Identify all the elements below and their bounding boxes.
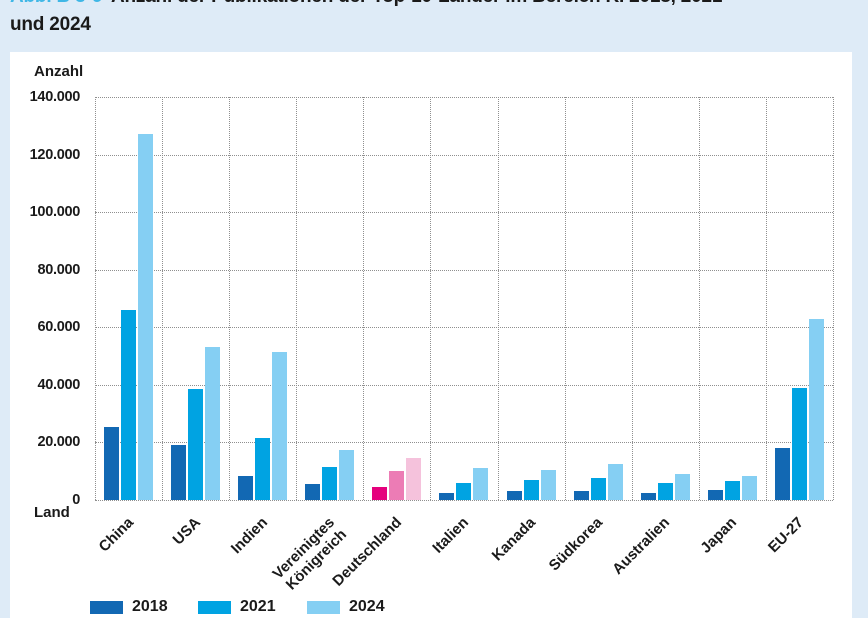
bar-group-china <box>95 97 162 500</box>
bar-vereinigtes-konigreich-2018 <box>305 484 321 500</box>
bar-sudkorea-2024 <box>607 464 623 500</box>
gridline-h <box>95 269 833 271</box>
gridline-v <box>765 97 767 500</box>
bar-italien-2021 <box>456 482 472 500</box>
bar-australien-2021 <box>657 482 673 500</box>
bar-group-vereinigtes-konigreich <box>296 97 363 500</box>
gridline-v <box>229 97 231 500</box>
bar-deutschland-2018 <box>372 487 388 500</box>
bar-australien-2018 <box>640 492 656 500</box>
gridline-h <box>95 154 833 156</box>
y-tick: 120.000 <box>29 146 81 163</box>
gridline-h <box>95 327 833 329</box>
chart-panel: Anzahl Land 0 20.000 40.000 60.000 80.000 100… <box>10 52 852 618</box>
bar-kanada-2024 <box>540 469 556 500</box>
bar-china-2021 <box>121 310 137 500</box>
legend-label-2021: 2021 <box>240 598 276 615</box>
bar-group-indien <box>229 97 296 500</box>
y-tick: 60.000 <box>37 319 80 336</box>
legend-label-2018: 2018 <box>132 598 168 615</box>
bar-indien-2024 <box>272 351 288 500</box>
bar-eu-27-2018 <box>774 448 790 500</box>
figure-title-line2: und 2024 <box>10 14 91 35</box>
gridline-v <box>95 97 96 500</box>
bar-japan-2021 <box>724 481 740 500</box>
bar-group-australien <box>632 97 699 500</box>
bar-eu-27-2021 <box>791 387 807 500</box>
bar-sudkorea-2021 <box>590 478 606 500</box>
gridlines-layer <box>10 52 852 618</box>
category-labels: China USA Indien Vereinigtes Königreich Deuts… <box>10 52 852 618</box>
bar-indien-2021 <box>255 438 271 500</box>
y-tick: 0 <box>72 492 80 508</box>
gridline-h <box>95 500 833 501</box>
bar-usa-2024 <box>205 347 221 500</box>
bar-deutschland-2024 <box>406 458 422 500</box>
bar-usa-2021 <box>188 389 204 500</box>
x-axis-title: Land <box>34 504 70 521</box>
bar-kanada-2021 <box>523 479 539 500</box>
y-tick: 140.000 <box>29 89 81 105</box>
legend-item-2021: 2021 <box>198 598 276 616</box>
legend-label-2024: 2024 <box>349 598 385 615</box>
bar-sudkorea-2018 <box>573 491 589 500</box>
gridline-h <box>95 97 833 98</box>
gridline-v <box>296 97 298 500</box>
bar-japan-2018 <box>707 489 723 500</box>
gridline-h <box>95 442 833 444</box>
bar-usa-2018 <box>171 445 187 500</box>
gridline-v <box>363 97 365 500</box>
bar-japan-2024 <box>741 475 757 500</box>
bar-vereinigtes-konigreich-2021 <box>322 466 338 500</box>
bar-group-italien <box>430 97 497 500</box>
legend-swatch-2021 <box>198 600 231 614</box>
bar-group-usa <box>162 97 229 500</box>
gridline-h <box>95 212 833 214</box>
bar-deutschland-2021 <box>389 471 405 500</box>
y-tick: 40.000 <box>37 376 80 393</box>
bar-italien-2018 <box>439 492 455 500</box>
bar-group-deutschland <box>363 97 430 500</box>
legend-item-2018: 2018 <box>90 598 168 616</box>
legend-swatch-2024 <box>307 600 340 614</box>
legend-swatch-2018 <box>90 600 123 614</box>
gridline-v <box>162 97 164 500</box>
figure-title-text: Anzahl der Publikationen der Top-10-Länd… <box>111 0 723 7</box>
bar-china-2018 <box>104 426 120 500</box>
gridline-v <box>698 97 700 500</box>
bar-australien-2024 <box>674 474 690 500</box>
figure-title-line1: Abb. B 3-6 Anzahl der Publikationen der T… <box>10 0 722 11</box>
bar-kanada-2018 <box>506 491 522 500</box>
gridline-v <box>564 97 566 500</box>
bar-vereinigtes-konigreich-2024 <box>339 449 355 500</box>
bar-group-kanada <box>498 97 565 500</box>
bar-china-2024 <box>138 134 154 500</box>
bar-group-eu-27 <box>766 97 833 500</box>
gridline-v <box>833 97 834 500</box>
gridline-v <box>631 97 633 500</box>
figure-number: Abb. B 3-6 <box>10 0 102 7</box>
gridline-v <box>497 97 499 500</box>
y-axis-ticks: 0 20.000 40.000 60.000 80.000 100.000 120.000 1… <box>10 52 852 618</box>
bar-group-japan <box>699 97 766 500</box>
bars-layer <box>10 52 852 618</box>
figure-title: Abb. B 3-6 Anzahl der Publikationen der T… <box>10 0 722 39</box>
bar-italien-2024 <box>473 468 489 500</box>
gridline-h <box>95 384 833 386</box>
gridline-v <box>430 97 432 500</box>
y-axis-title: Anzahl <box>34 63 84 80</box>
legend-item-2024: 2024 <box>307 598 385 616</box>
y-tick: 80.000 <box>37 261 80 278</box>
bar-group-sudkorea <box>565 97 632 500</box>
y-tick: 100.000 <box>29 204 81 221</box>
bar-eu-27-2024 <box>808 318 824 500</box>
y-tick: 20.000 <box>37 434 80 451</box>
bar-indien-2018 <box>238 475 254 500</box>
